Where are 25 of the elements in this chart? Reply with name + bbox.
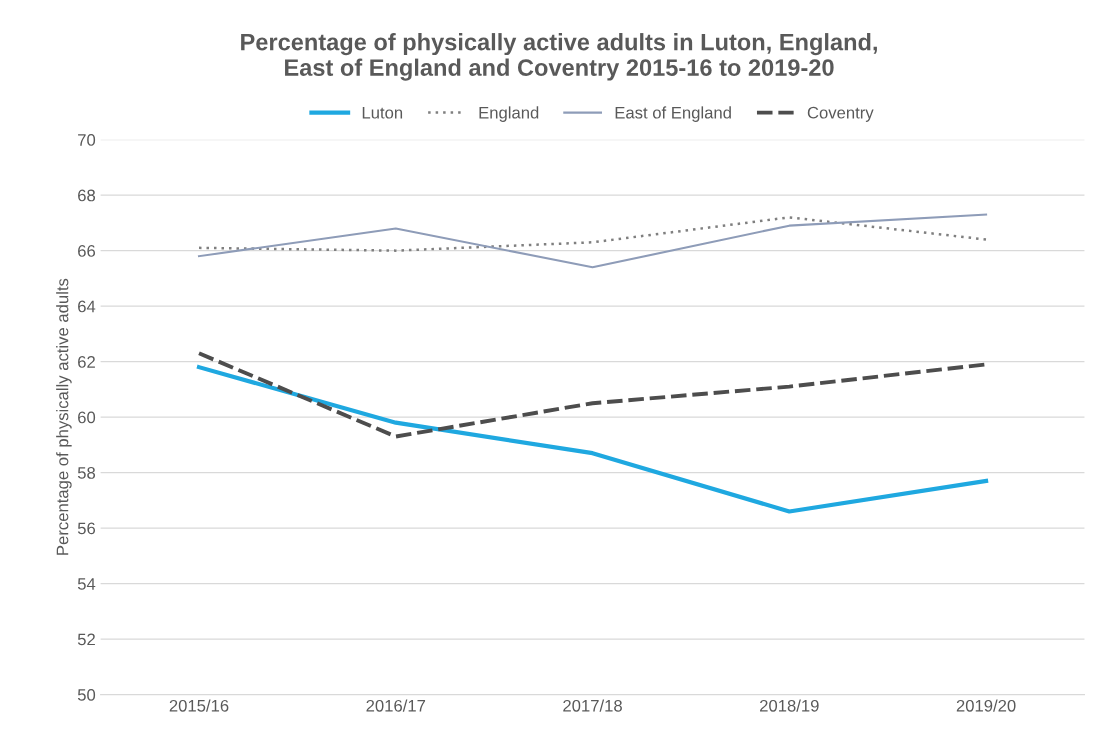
x-tick-label: 2016/17 bbox=[366, 699, 426, 712]
line-series bbox=[197, 216, 988, 252]
y-tick-label: 50 bbox=[77, 688, 96, 701]
y-tick-label: 60 bbox=[78, 411, 96, 424]
legend-label: East of England bbox=[615, 106, 731, 122]
y-tick-label: 70 bbox=[78, 134, 96, 146]
y-tick-label: 62 bbox=[78, 356, 95, 368]
legend-label: England bbox=[479, 106, 539, 122]
legend-label: Luton bbox=[362, 106, 403, 119]
y-tick-label: 56 bbox=[77, 522, 96, 535]
x-tick-label: 2018/19 bbox=[760, 699, 819, 712]
x-tick-label: 2017/18 bbox=[563, 699, 622, 712]
x-tick-label: 2015/16 bbox=[169, 699, 229, 712]
y-tick-label: 54 bbox=[77, 578, 96, 590]
line-series bbox=[196, 365, 989, 514]
legend-label: Coventry bbox=[807, 106, 874, 122]
chart-title: Percentage of physically active adults in Luton, England, East of England and Coventry 2015-16 to 2019-20 bbox=[241, 33, 877, 81]
line-series bbox=[197, 213, 988, 269]
x-tick-label: 2019/20 bbox=[956, 699, 1016, 712]
y-tick-label: 66 bbox=[78, 245, 96, 257]
y-tick-label: 64 bbox=[78, 300, 96, 313]
y-tick-label: 52 bbox=[77, 633, 95, 646]
y-tick-label: 68 bbox=[78, 189, 96, 202]
y-tick-label: 58 bbox=[77, 467, 96, 479]
y-axis-title: Percentage of physically active adults bbox=[56, 278, 72, 555]
